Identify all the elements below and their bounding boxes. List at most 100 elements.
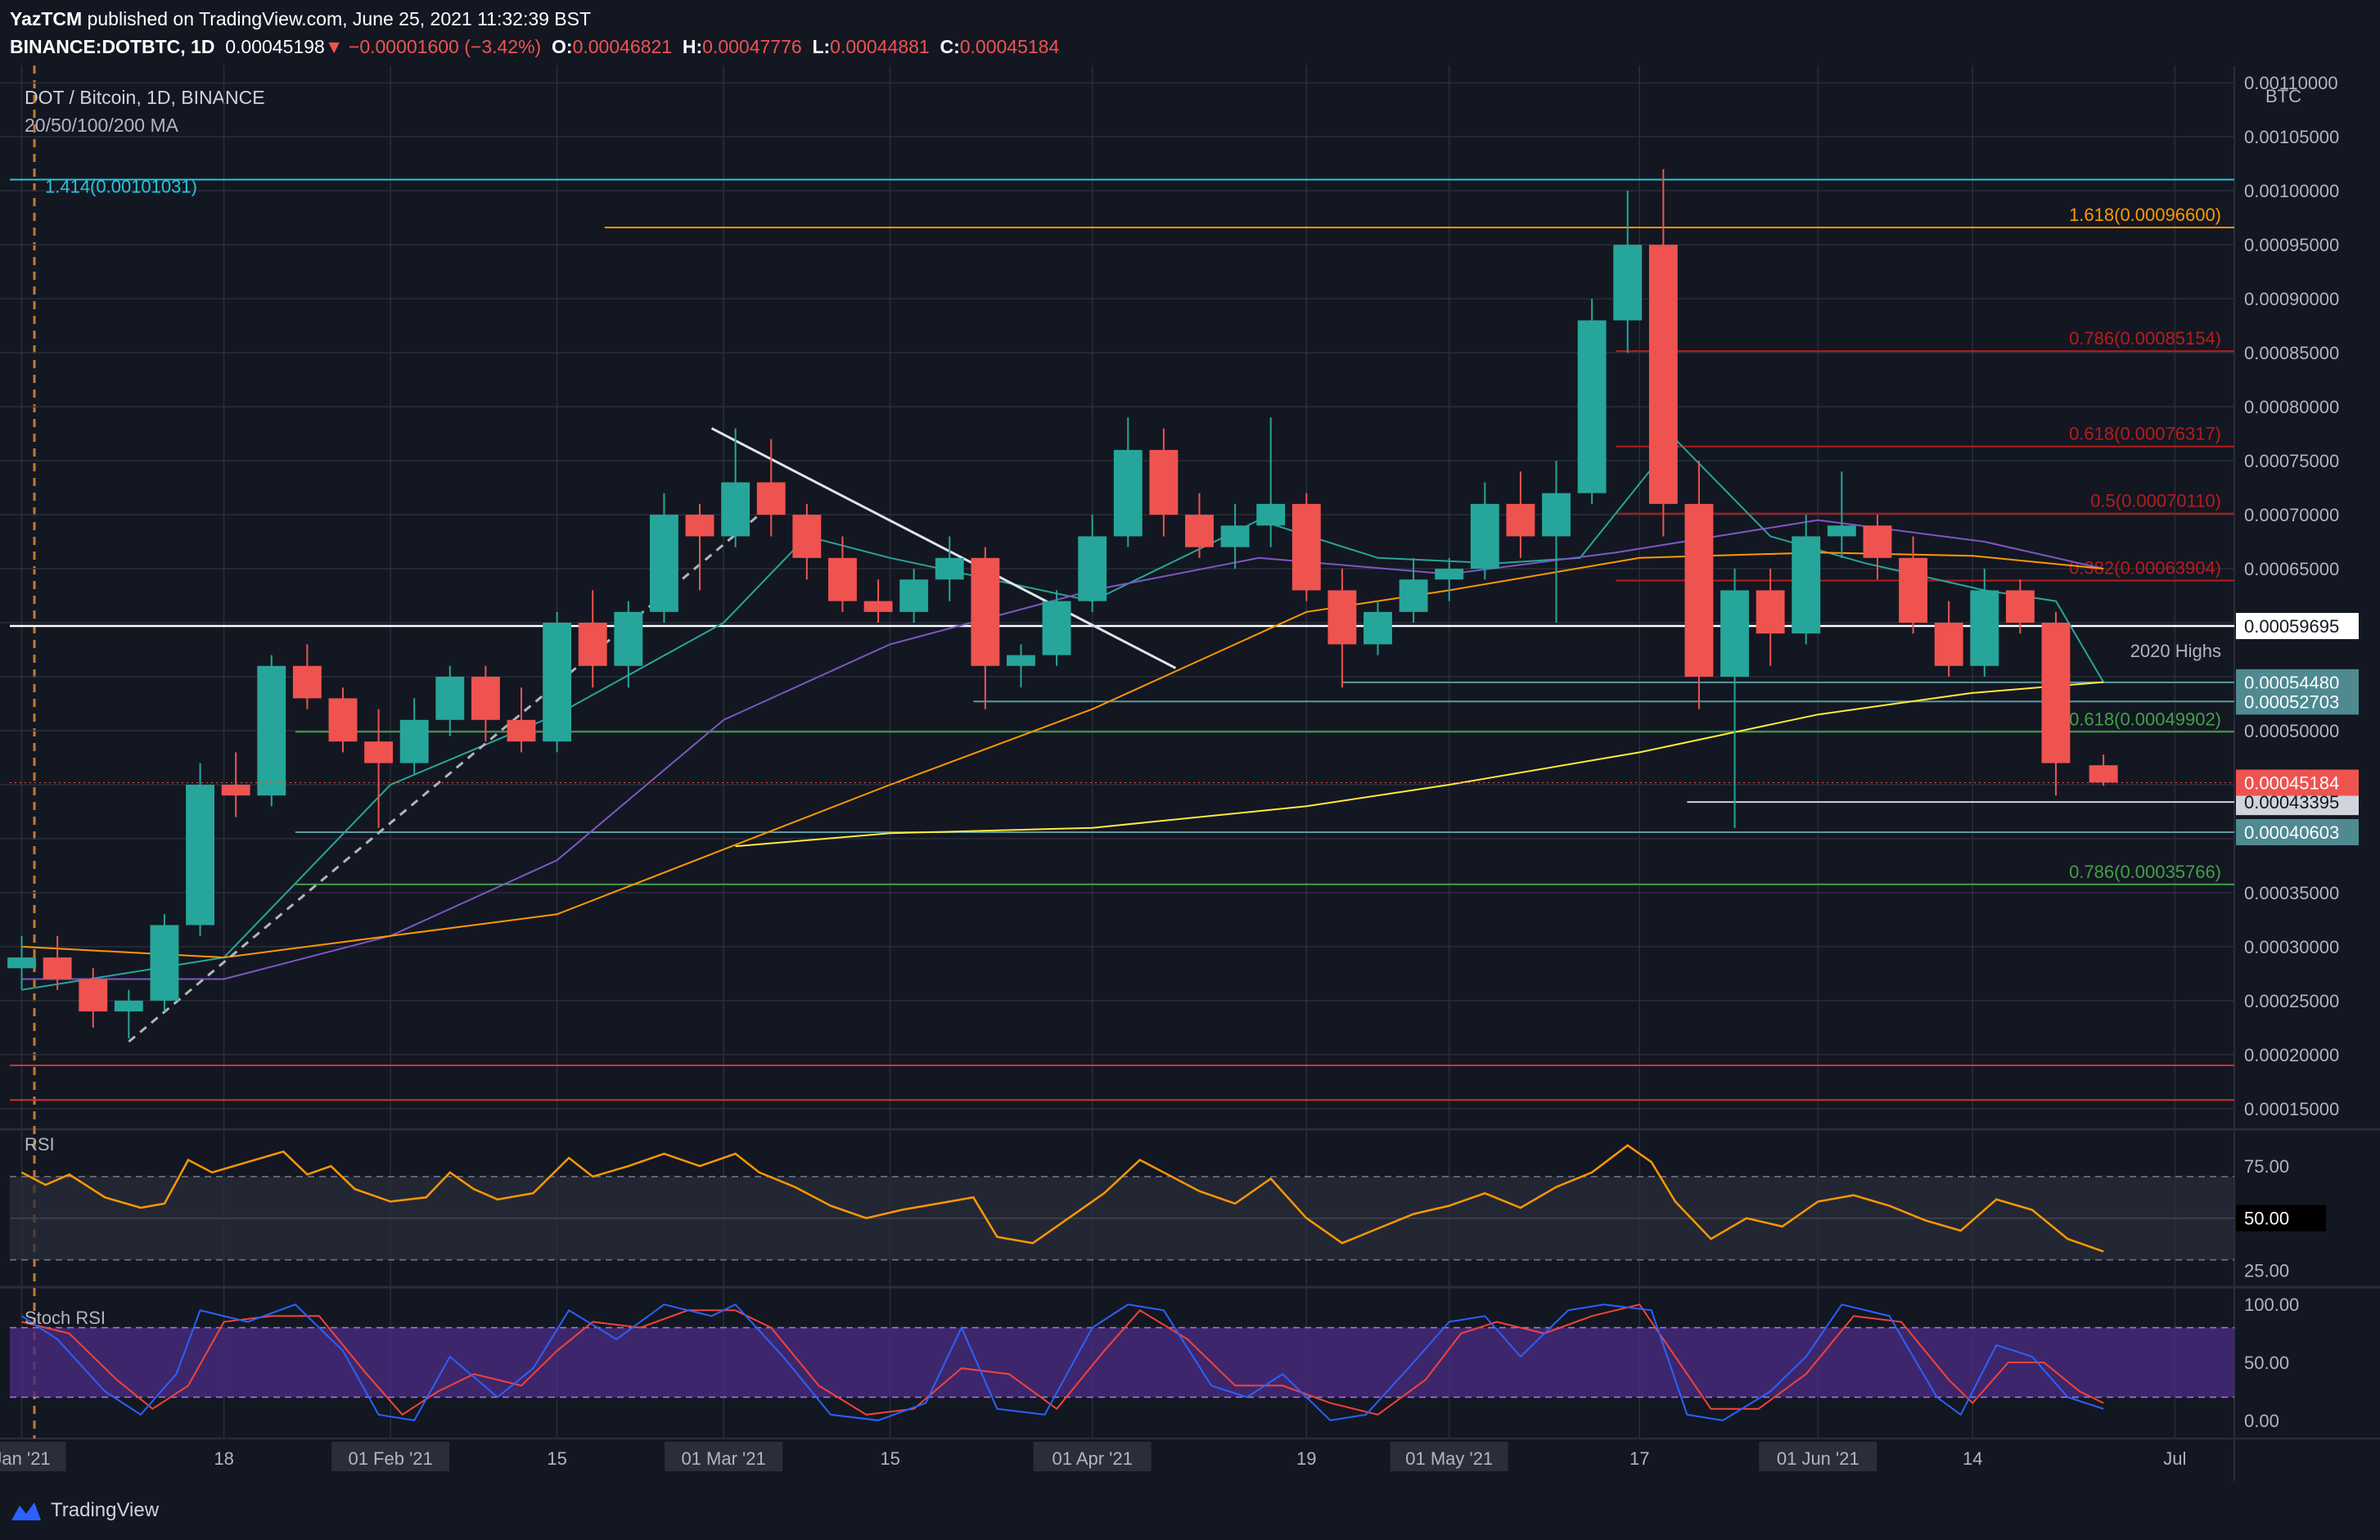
publish-info: published on TradingView.com, June 25, 2… [87, 8, 592, 29]
y-tick-label: 0.00095000 [2244, 235, 2339, 255]
candle-body [863, 601, 893, 612]
candle-body [1220, 525, 1250, 547]
y-tick-label: 0.00050000 [2244, 721, 2339, 741]
x-tick-label: 15 [880, 1448, 899, 1469]
y-tick-label: 0.00015000 [2244, 1099, 2339, 1119]
currency-label: BTC [2265, 86, 2301, 106]
month-label-bg [665, 1442, 783, 1471]
x-tick-label: 19 [1296, 1448, 1316, 1469]
x-tick-label: 14 [1963, 1448, 1982, 1469]
candle-body [399, 719, 429, 763]
x-tick-label: 01 Feb '21 [348, 1448, 432, 1469]
candle-body [899, 579, 929, 612]
candle-body [1399, 579, 1428, 612]
candle-body [292, 665, 322, 699]
x-tick-label: 01 May '21 [1405, 1448, 1493, 1469]
candle-body [507, 719, 536, 742]
fib-level-label: 0.786(0.00035766) [2069, 862, 2221, 882]
moving-average-line [21, 519, 2104, 980]
candle-body [435, 676, 465, 720]
last-price-tag-label: 0.00045184 [2244, 773, 2339, 794]
candle-body [1007, 655, 1035, 666]
candle-body [1756, 590, 1785, 634]
month-label-bg [331, 1442, 450, 1471]
chart-title: DOT / Bitcoin, 1D, BINANCE [25, 87, 265, 108]
candle-body [1364, 611, 1392, 645]
price-tag-bg [2236, 613, 2359, 640]
candle-body [1648, 245, 1678, 504]
fib-level-label: 0.5(0.00070110) [2090, 491, 2221, 511]
tradingview-brand: TradingView [51, 1499, 160, 1521]
candle-body [364, 741, 394, 763]
candle-body [186, 784, 214, 925]
ma-legend: 20/50/100/200 MA [25, 115, 178, 136]
candle-body [257, 665, 286, 796]
candle-body [1542, 493, 1571, 537]
y-tick-label: 0.00020000 [2244, 1045, 2339, 1065]
candle-body [79, 979, 108, 1012]
candle-body [1827, 525, 1856, 537]
month-label-bg [1390, 1442, 1508, 1471]
price-tag-label: 0.00040603 [2244, 822, 2339, 843]
publisher-name: YazTCM [10, 8, 83, 29]
y-tick-label: 0.00100000 [2244, 181, 2339, 201]
y-tick-label: 0.00080000 [2244, 397, 2339, 417]
candle-body [1720, 590, 1749, 677]
candle-body [1113, 449, 1143, 537]
candle-body [1470, 503, 1499, 570]
y-tick-label: 0.00035000 [2244, 883, 2339, 903]
tradingview-logo-icon [11, 1502, 41, 1520]
ohlc-line: BINANCE:DOTBTC, 1D 0.00045198▼ −0.000016… [10, 36, 1060, 57]
high-value: 0.00047776 [702, 36, 802, 57]
price-tag-label: 0.00059695 [2244, 616, 2339, 637]
fib-level-label: 1.414(0.00101031) [45, 177, 197, 197]
candle-body [221, 784, 250, 796]
fib-level-label: 0.618(0.00076317) [2069, 424, 2221, 444]
candle-body [1577, 320, 1607, 493]
candle-body [1899, 557, 1928, 624]
candle-body [614, 611, 643, 666]
x-tick-label: 15 [547, 1448, 566, 1469]
trendline [710, 427, 1177, 669]
candle-body [1506, 503, 1535, 537]
stoch-tick-label: 0.00 [2244, 1411, 2279, 1431]
candle-body [1792, 536, 1821, 634]
candle-body [7, 957, 36, 969]
candle-body [1149, 449, 1179, 516]
candle-body [721, 482, 751, 537]
candle-body [2041, 623, 2071, 763]
x-tick-label: 17 [1629, 1448, 1649, 1469]
candle-body [792, 515, 822, 558]
candle-body [43, 957, 72, 979]
candle-body [1256, 503, 1286, 526]
x-tick-label: 01 Mar '21 [681, 1448, 765, 1469]
rsi-title: RSI [25, 1134, 55, 1155]
candle-body [578, 623, 607, 666]
candle-body [1185, 515, 1214, 547]
candle-body [471, 676, 500, 720]
candle-body [1435, 569, 1464, 580]
y-tick-label: 0.00065000 [2244, 559, 2339, 579]
price-change: −0.00001600 (−3.42%) [348, 36, 542, 57]
candle-body [649, 515, 678, 612]
candle-body [1327, 590, 1357, 645]
candle-body [971, 557, 1000, 666]
rsi-value-tag-label: 50.00 [2244, 1209, 2289, 1229]
y-tick-label: 0.00090000 [2244, 289, 2339, 309]
month-label-bg [1759, 1442, 1877, 1471]
rsi-line [20, 1144, 2104, 1253]
candle-body [150, 925, 179, 1001]
open-value: 0.00046821 [572, 36, 673, 57]
candle-body [114, 1000, 143, 1012]
rsi-value-tag-bg [2236, 1205, 2326, 1232]
candle-body [1042, 601, 1071, 655]
price-tag-label: 0.00052703 [2244, 691, 2339, 712]
y-tick-label: 0.00070000 [2244, 505, 2339, 525]
month-label-bg [1033, 1442, 1152, 1471]
close-value: 0.00045184 [959, 36, 1060, 57]
y-tick-label: 0.00085000 [2244, 343, 2339, 363]
price-tag-bg [2236, 818, 2359, 845]
candle-body [1613, 245, 1643, 321]
candle-body [1291, 503, 1321, 591]
